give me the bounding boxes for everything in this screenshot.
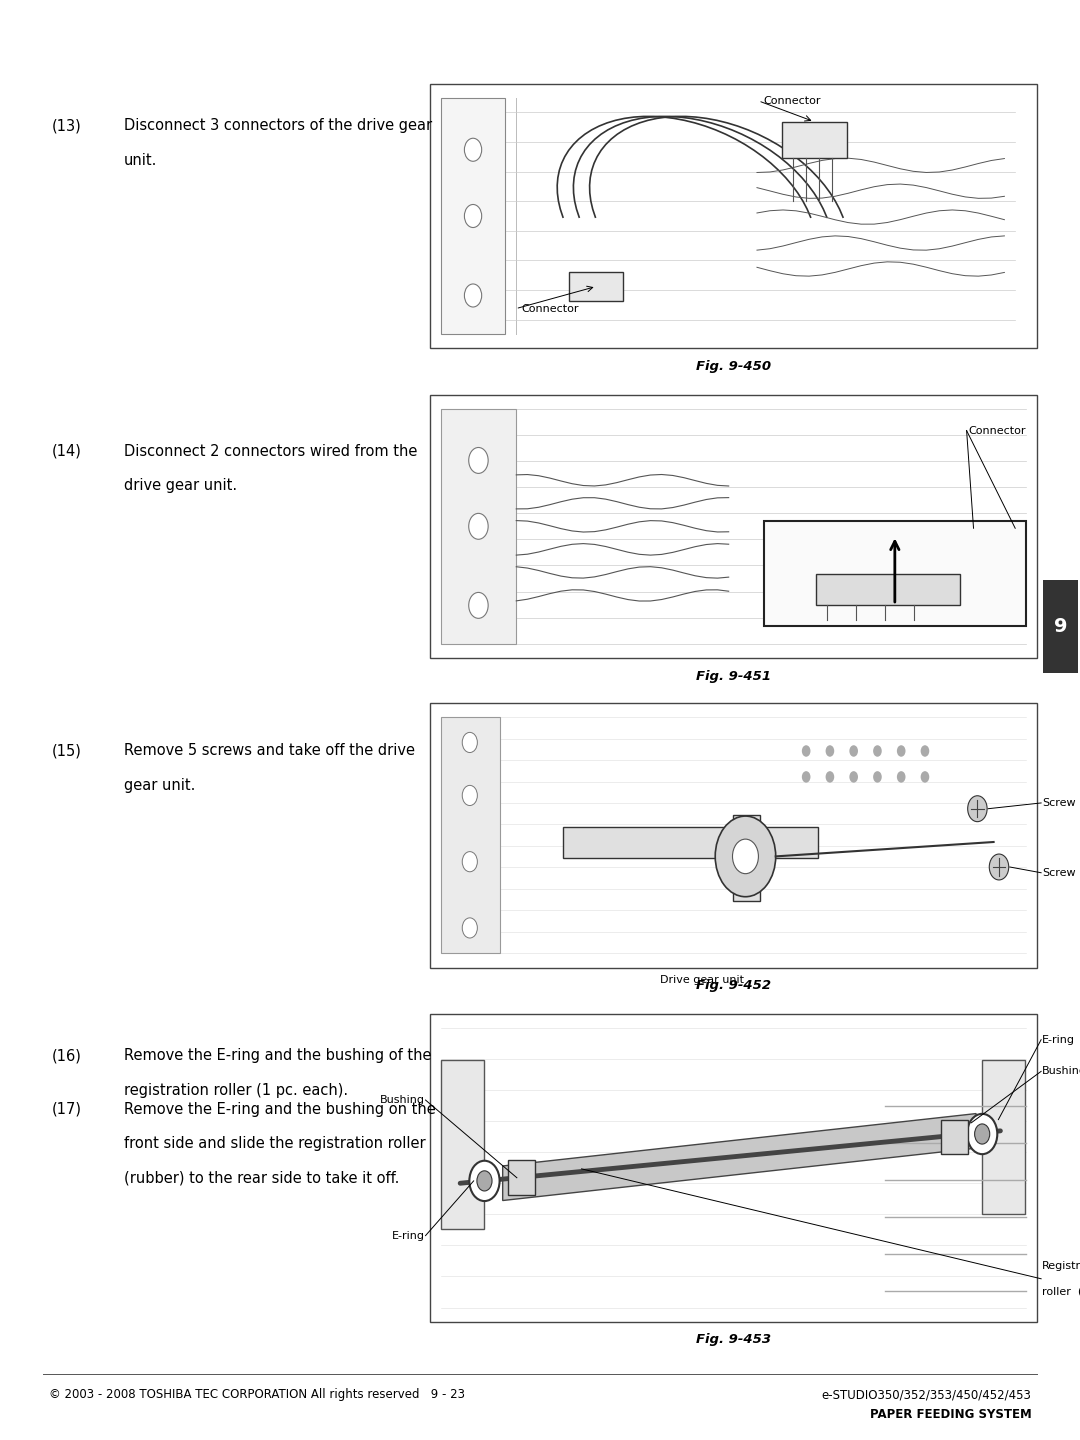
Text: gear unit.: gear unit.	[124, 778, 195, 792]
Bar	[764, 521, 1026, 626]
Bar	[441, 717, 500, 953]
Text: Connector: Connector	[969, 426, 1026, 435]
Text: © 2003 - 2008 TOSHIBA TEC CORPORATION All rights reserved   9 - 23: © 2003 - 2008 TOSHIBA TEC CORPORATION Al…	[49, 1388, 464, 1401]
Circle shape	[920, 746, 929, 757]
Circle shape	[462, 785, 477, 805]
Text: Remove the E-ring and the bushing on the: Remove the E-ring and the bushing on the	[124, 1102, 436, 1116]
Circle shape	[469, 513, 488, 539]
Text: Fig. 9-452: Fig. 9-452	[696, 979, 771, 992]
Text: (13): (13)	[52, 118, 82, 132]
Circle shape	[464, 138, 482, 161]
Text: Screw: Screw	[1042, 868, 1076, 878]
Circle shape	[469, 448, 488, 474]
Bar	[430, 703, 1037, 968]
Circle shape	[462, 917, 477, 937]
Text: Connector: Connector	[521, 304, 579, 314]
Text: roller  (rubber): roller (rubber)	[1042, 1286, 1080, 1296]
Circle shape	[974, 1125, 989, 1145]
Text: Fig. 9-450: Fig. 9-450	[696, 360, 771, 373]
Bar	[982, 1060, 1025, 1214]
Text: Disconnect 2 connectors wired from the: Disconnect 2 connectors wired from the	[124, 444, 418, 458]
Text: E-ring: E-ring	[391, 1231, 424, 1241]
Text: E-ring: E-ring	[1042, 1035, 1076, 1044]
Text: Fig. 9-451: Fig. 9-451	[696, 670, 771, 683]
Text: Registration: Registration	[1042, 1261, 1080, 1272]
Text: Fig. 9-453: Fig. 9-453	[696, 1333, 771, 1346]
Text: e-STUDIO350/352/353/450/452/453: e-STUDIO350/352/353/450/452/453	[822, 1388, 1031, 1401]
Text: unit.: unit.	[124, 153, 158, 167]
Circle shape	[801, 772, 810, 783]
Text: (16): (16)	[52, 1048, 82, 1063]
Circle shape	[462, 851, 477, 871]
Text: (15): (15)	[52, 743, 82, 757]
Text: Remove 5 screws and take off the drive: Remove 5 screws and take off the drive	[124, 743, 415, 757]
Circle shape	[801, 746, 810, 757]
Bar	[733, 815, 760, 901]
Circle shape	[896, 746, 905, 757]
Bar	[782, 122, 847, 158]
Text: PAPER FEEDING SYSTEM: PAPER FEEDING SYSTEM	[869, 1408, 1031, 1421]
Text: drive gear unit.: drive gear unit.	[124, 478, 238, 492]
Bar	[941, 1120, 968, 1155]
Circle shape	[464, 204, 482, 228]
Text: registration roller (1 pc. each).: registration roller (1 pc. each).	[124, 1083, 349, 1097]
Text: Screw: Screw	[1042, 798, 1076, 808]
Circle shape	[470, 1161, 500, 1201]
Circle shape	[849, 772, 858, 783]
Text: Bushing: Bushing	[379, 1094, 424, 1104]
Text: Bushing: Bushing	[1042, 1067, 1080, 1076]
Circle shape	[873, 772, 881, 783]
Circle shape	[477, 1171, 492, 1191]
Circle shape	[989, 854, 1009, 880]
Bar	[441, 409, 516, 644]
Text: (rubber) to the rear side to take it off.: (rubber) to the rear side to take it off…	[124, 1171, 400, 1185]
Circle shape	[464, 284, 482, 307]
Text: Drive gear unit: Drive gear unit	[661, 975, 744, 985]
Polygon shape	[502, 1113, 976, 1201]
Bar	[441, 1060, 484, 1230]
Circle shape	[849, 746, 858, 757]
Circle shape	[920, 772, 929, 783]
Bar	[430, 1014, 1037, 1322]
Text: (17): (17)	[52, 1102, 82, 1116]
Circle shape	[715, 816, 775, 897]
Circle shape	[968, 796, 987, 822]
Text: Connector: Connector	[764, 96, 821, 105]
Bar	[564, 827, 819, 858]
Circle shape	[967, 1115, 997, 1155]
Circle shape	[469, 592, 488, 618]
Bar	[430, 395, 1037, 658]
Circle shape	[896, 772, 905, 783]
Text: Remove the E-ring and the bushing of the: Remove the E-ring and the bushing of the	[124, 1048, 432, 1063]
Bar	[1043, 580, 1078, 674]
Circle shape	[873, 746, 881, 757]
Bar	[430, 84, 1037, 348]
Text: front side and slide the registration roller: front side and slide the registration ro…	[124, 1136, 426, 1151]
Circle shape	[462, 733, 477, 753]
Text: 9: 9	[1054, 616, 1067, 636]
Bar	[816, 573, 960, 605]
Circle shape	[825, 772, 834, 783]
Text: Disconnect 3 connectors of the drive gear: Disconnect 3 connectors of the drive gea…	[124, 118, 432, 132]
Circle shape	[732, 840, 758, 874]
Bar	[509, 1161, 536, 1195]
Text: (14): (14)	[52, 444, 82, 458]
Circle shape	[825, 746, 834, 757]
Bar	[441, 98, 505, 334]
Bar	[569, 272, 623, 301]
